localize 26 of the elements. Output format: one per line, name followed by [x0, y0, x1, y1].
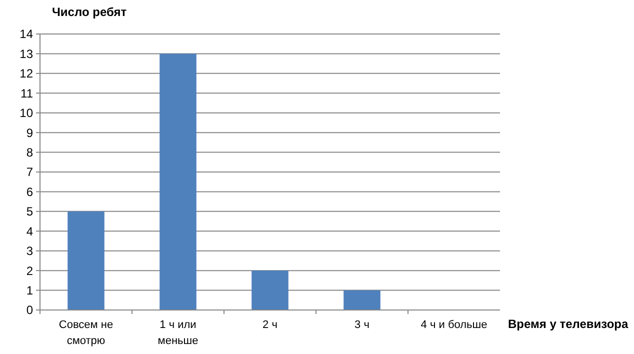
- y-tick-label: 10: [20, 106, 34, 120]
- y-tick-label: 9: [26, 126, 34, 140]
- y-tick-label: 2: [26, 264, 34, 278]
- bar: [344, 290, 380, 310]
- y-tick-label: 1: [26, 283, 34, 298]
- y-tick-label: 11: [20, 86, 34, 100]
- x-tick-label: 1 ч или меньше: [158, 319, 198, 347]
- x-tick-label: 3 ч: [354, 319, 370, 331]
- bar: [68, 211, 104, 310]
- y-axis-title: Число ребят: [52, 5, 127, 19]
- y-tick-label: 8: [26, 145, 34, 160]
- y-tick-label: 0: [26, 303, 34, 318]
- y-tick-label: 3: [26, 244, 34, 258]
- y-tick-label: 14: [20, 27, 34, 42]
- y-tick-label: 13: [20, 46, 34, 61]
- y-tick-label: 7: [26, 165, 34, 180]
- bar: [160, 54, 196, 310]
- x-tick-label: Совсем не смотрю: [58, 319, 114, 347]
- y-tick-label: 6: [26, 184, 34, 199]
- x-tick-label: 4 ч и больше: [420, 319, 488, 331]
- x-tick-label: 2 ч: [262, 319, 278, 331]
- y-tick-label: 5: [26, 204, 34, 219]
- y-tick-label: 4: [26, 224, 34, 238]
- bar: [252, 270, 288, 310]
- y-tick-label: 12: [20, 66, 34, 81]
- x-axis-title: Время у телевизора: [508, 317, 628, 331]
